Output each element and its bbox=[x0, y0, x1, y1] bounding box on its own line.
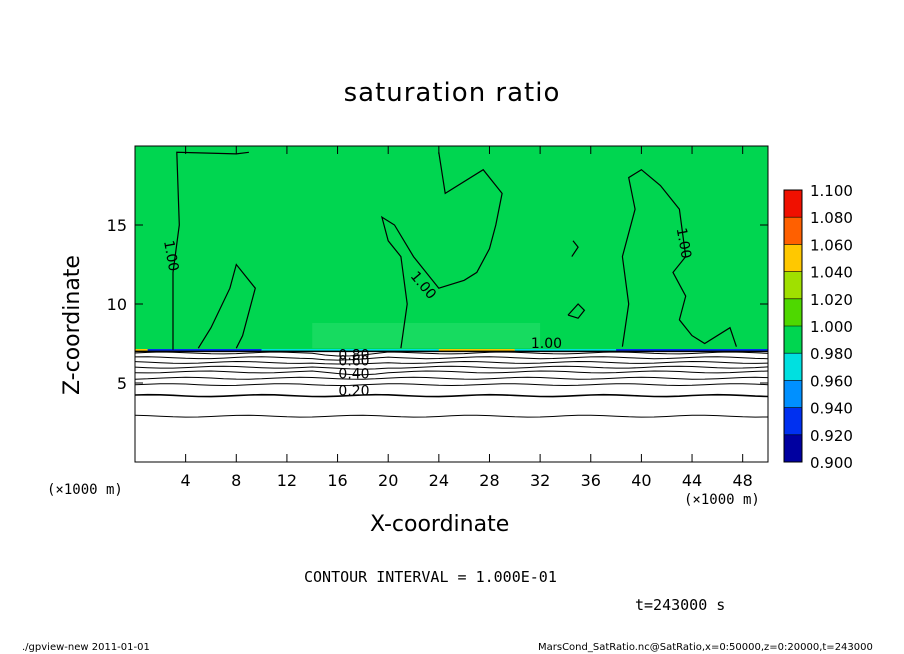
contour-label: 0.40 bbox=[338, 366, 369, 382]
x-tick-label: 28 bbox=[479, 471, 499, 490]
contour-line bbox=[134, 360, 769, 365]
x-tick-label: 4 bbox=[181, 471, 191, 490]
colorbar-band bbox=[784, 434, 802, 462]
contour-label: 1.00 bbox=[531, 336, 562, 352]
x-tick-label: 36 bbox=[581, 471, 601, 490]
boundary-strip-segment bbox=[135, 349, 148, 353]
contour-line bbox=[134, 370, 769, 376]
contour-line-upper bbox=[197, 263, 256, 349]
plot-area bbox=[135, 146, 768, 462]
x-tick-label: 12 bbox=[277, 471, 297, 490]
x-unit-right: (×1000 m) bbox=[684, 492, 760, 508]
x-tick-label: 40 bbox=[631, 471, 651, 490]
chart-title: saturation ratio bbox=[343, 78, 561, 108]
colorbar-band bbox=[784, 244, 802, 272]
colorbar-label: 0.920 bbox=[810, 427, 853, 445]
contour-line bbox=[134, 383, 769, 387]
colorbar-band bbox=[784, 217, 802, 245]
contour-line bbox=[134, 393, 769, 398]
contour-line bbox=[134, 365, 769, 370]
colorbar-band bbox=[784, 380, 802, 408]
colorbar-band bbox=[784, 271, 802, 299]
colorbar-label: 1.100 bbox=[810, 182, 853, 200]
x-tick-label: 44 bbox=[682, 471, 702, 490]
colorbar-label: 1.040 bbox=[810, 264, 853, 282]
colorbar-label: 1.060 bbox=[810, 236, 853, 254]
contour-label: 0.80 bbox=[338, 347, 369, 363]
colorbar-band bbox=[784, 190, 802, 218]
colorbar-label: 0.900 bbox=[810, 454, 853, 472]
colorbar-band bbox=[784, 298, 802, 326]
contour-line-upper bbox=[621, 168, 737, 347]
contour-line-upper bbox=[172, 151, 249, 350]
x-tick-label: 32 bbox=[530, 471, 550, 490]
contour-line bbox=[134, 351, 769, 357]
contour-line-upper bbox=[567, 303, 586, 319]
boundary-strip-segment bbox=[616, 349, 768, 353]
x-tick-label: 16 bbox=[327, 471, 347, 490]
contour-line-upper bbox=[571, 240, 579, 257]
colorbar-label: 1.020 bbox=[810, 291, 853, 309]
colorbar: 0.900 0.920 0.940 0.960 0.980 1.000 1.020 1.040… bbox=[783, 182, 853, 472]
contour-line bbox=[134, 356, 769, 361]
colorbar-band bbox=[784, 353, 802, 381]
x-unit-left: (×1000 m) bbox=[47, 482, 123, 498]
time-label: t=243000 s bbox=[635, 596, 726, 614]
x-tick-label: 20 bbox=[378, 471, 398, 490]
lighter-region bbox=[312, 322, 541, 349]
footer-right: MarsCond_SatRatio.nc@SatRatio,x=0:50000,… bbox=[538, 642, 873, 653]
boundary-strip-segment bbox=[514, 349, 617, 353]
colorbar-label: 1.000 bbox=[810, 318, 853, 336]
colorbar-band bbox=[784, 326, 802, 354]
boundary-strip-segment bbox=[438, 349, 515, 353]
y-axis-label: Z-coordinate bbox=[60, 255, 85, 395]
contour-line bbox=[134, 414, 769, 418]
boundary-strip-segment bbox=[261, 349, 439, 353]
x-tick-label: 48 bbox=[733, 471, 753, 490]
contour-label: 0.60 bbox=[338, 354, 369, 370]
x-tick-label: 24 bbox=[429, 471, 449, 490]
colorbar-label: 1.080 bbox=[810, 209, 853, 227]
boundary-strip-segment bbox=[147, 349, 262, 353]
y-tick-label: 10 bbox=[107, 295, 127, 314]
colorbar-band bbox=[784, 407, 802, 435]
contour-lines bbox=[134, 151, 769, 418]
contour-line-upper bbox=[380, 152, 503, 349]
contour-label: 1.00 bbox=[673, 227, 694, 260]
x-axis-label: X-coordinate bbox=[370, 512, 510, 537]
contour-interval: CONTOUR INTERVAL = 1.000E-01 bbox=[304, 568, 557, 586]
colorbar-label: 0.980 bbox=[810, 345, 853, 363]
y-tick-label: 15 bbox=[107, 216, 127, 235]
contour-label: 1.00 bbox=[160, 239, 181, 272]
x-tick-label: 8 bbox=[231, 471, 241, 490]
y-tick-label: 5 bbox=[117, 374, 127, 393]
contour-line bbox=[134, 376, 769, 380]
saturated-region bbox=[135, 146, 768, 350]
contour-label: 0.20 bbox=[338, 384, 369, 400]
colorbar-label: 0.960 bbox=[810, 372, 853, 390]
footer-left: ./gpview-new 2011-01-01 bbox=[22, 642, 150, 653]
colorbar-label: 0.940 bbox=[810, 400, 853, 418]
